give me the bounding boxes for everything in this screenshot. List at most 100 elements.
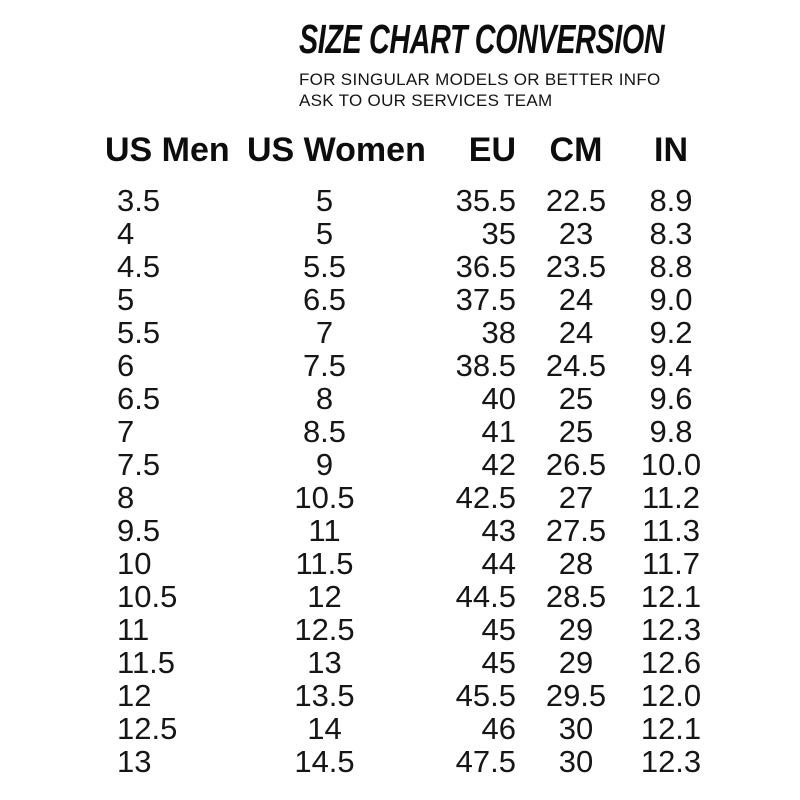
table-cell: 14.5 (294, 744, 355, 779)
table-cell: 37.5 (455, 282, 516, 317)
table-header-row: US Men US Women EU CM IN (90, 130, 711, 184)
table-row: 13 14.5 47.5 30 12.3 (90, 745, 711, 778)
table-cell: 13 (307, 645, 342, 680)
table-cell: 41 (481, 414, 516, 449)
table-cell: 38 (481, 315, 516, 350)
subtitle-line-1: FOR SINGULAR MODELS OR BETTER INFO (299, 70, 661, 89)
table-cell: 6 (117, 348, 135, 383)
table-cell: 10.5 (294, 480, 355, 515)
table-cell: 4 (117, 216, 135, 251)
table-cell: 29 (558, 645, 594, 680)
table-cell: 11 (117, 612, 150, 647)
title-block: SIZE CHART CONVERSION FOR SINGULAR MODEL… (299, 16, 800, 111)
table-cell: 8.9 (649, 183, 693, 218)
table-row: 6 7.5 38.5 24.5 9.4 (90, 349, 711, 382)
table-cell: 10 (117, 546, 152, 581)
table-cell: 23 (558, 216, 594, 251)
table-cell: 8.3 (649, 216, 693, 251)
page-title: SIZE CHART CONVERSION (299, 16, 665, 62)
table-cell: 9.8 (649, 414, 693, 449)
column-header-eu: EU (468, 131, 516, 169)
table-cell: 5.5 (117, 315, 161, 350)
table-cell: 30 (558, 744, 594, 779)
table-cell: 27.5 (545, 513, 607, 548)
table-row: 7.5 9 42 26.5 10.0 (90, 448, 711, 481)
table-cell: 42 (481, 447, 516, 482)
table-cell: 47.5 (455, 744, 516, 779)
table-cell: 7.5 (302, 348, 347, 383)
table-body: 3.5 5 35.5 22.5 8.9 4 5 35 23 8.3 4.5 5.5 36.5 23.5 8.… (90, 184, 711, 778)
table-cell: 28 (558, 546, 594, 581)
table-cell: 12.3 (640, 744, 702, 779)
table-cell: 9.4 (649, 348, 693, 383)
table-cell: 12.6 (640, 645, 702, 680)
table-cell: 30 (558, 711, 594, 746)
table-cell: 6.5 (302, 282, 347, 317)
table-cell: 42.5 (455, 480, 516, 515)
table-head: US Men US Women EU CM IN (90, 130, 711, 184)
table-row: 5 6.5 37.5 24 9.0 (90, 283, 711, 316)
table-cell: 29 (558, 612, 594, 647)
table-cell: 35 (481, 216, 516, 251)
table-cell: 44 (481, 546, 516, 581)
table-cell: 14 (307, 711, 342, 746)
table-cell: 8 (117, 480, 135, 515)
table-cell: 24 (558, 315, 594, 350)
table-cell: 10.5 (117, 579, 178, 614)
table-cell: 46 (481, 711, 516, 746)
table-cell: 43 (481, 513, 516, 548)
table-cell: 45 (481, 645, 516, 680)
table-cell: 9.0 (649, 282, 693, 317)
table-cell: 8.5 (302, 414, 347, 449)
table-cell: 3.5 (117, 183, 161, 218)
table-cell: 12.1 (640, 579, 702, 614)
table-cell: 28.5 (545, 579, 607, 614)
table-cell: 12.0 (640, 678, 702, 713)
table-cell: 11.5 (117, 645, 176, 680)
table-row: 10.5 12 44.5 28.5 12.1 (90, 580, 711, 613)
size-conversion-table: US Men US Women EU CM IN 3.5 5 35.5 22.5 8.9 4 5 35… (90, 130, 711, 778)
table-row: 4 5 35 23 8.3 (90, 217, 711, 250)
subtitle-line-2: ASK TO OUR SERVICES TEAM (299, 90, 553, 110)
table-cell: 25 (558, 414, 594, 449)
column-header-cm: CM (549, 131, 603, 169)
table-cell: 35.5 (455, 183, 516, 218)
table-cell: 11.3 (641, 513, 701, 548)
table-cell: 9 (315, 447, 334, 482)
table-row: 6.5 8 40 25 9.6 (90, 382, 711, 415)
table-row: 9.5 11 43 27.5 11.3 (90, 514, 711, 547)
table-cell: 13.5 (294, 678, 355, 713)
table-cell: 11.5 (295, 546, 354, 581)
table-cell: 9.2 (649, 315, 693, 350)
table-cell: 36.5 (455, 249, 516, 284)
table-cell: 7.5 (117, 447, 161, 482)
table-cell: 38.5 (455, 348, 516, 383)
table-cell: 12 (307, 579, 342, 614)
table-row: 4.5 5.5 36.5 23.5 8.8 (90, 250, 711, 283)
table-row: 10 11.5 44 28 11.7 (90, 547, 711, 580)
table-cell: 4.5 (117, 249, 161, 284)
table-cell: 24 (558, 282, 594, 317)
table-cell: 12.3 (640, 612, 702, 647)
table-cell: 11.2 (641, 480, 701, 515)
table-cell: 45.5 (455, 678, 516, 713)
table-cell: 12.5 (117, 711, 178, 746)
table-cell: 12 (117, 678, 152, 713)
table-cell: 5.5 (302, 249, 347, 284)
table-cell: 9.5 (117, 513, 161, 548)
table-cell: 7 (315, 315, 334, 350)
table-cell: 29.5 (545, 678, 607, 713)
table-cell: 26.5 (545, 447, 607, 482)
table-cell: 8.8 (649, 249, 693, 284)
table-row: 3.5 5 35.5 22.5 8.9 (90, 184, 711, 217)
table-cell: 8 (315, 381, 334, 416)
table-cell: 5 (315, 216, 334, 251)
table-row: 5.5 7 38 24 9.2 (90, 316, 711, 349)
table-cell: 13 (117, 744, 152, 779)
table-row: 7 8.5 41 25 9.8 (90, 415, 711, 448)
table-cell: 7 (117, 414, 135, 449)
table-row: 12.5 14 46 30 12.1 (90, 712, 711, 745)
table-cell: 11 (308, 513, 341, 548)
table-cell: 44.5 (455, 579, 516, 614)
